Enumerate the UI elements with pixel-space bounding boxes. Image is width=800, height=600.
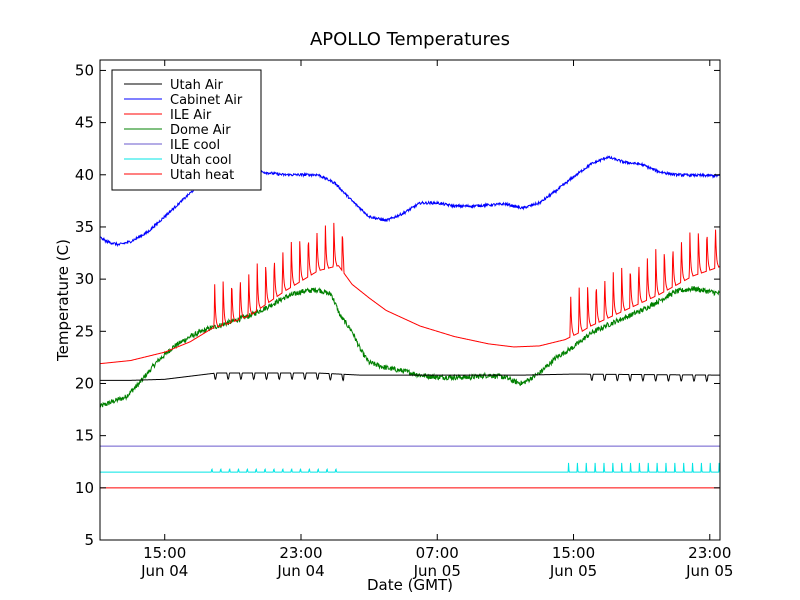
x-tick-label-time: 23:00	[688, 544, 731, 562]
y-tick-label: 20	[75, 374, 94, 392]
series-layer	[99, 155, 721, 489]
legend-label: ILE Air	[170, 108, 212, 123]
y-tick-label: 35	[75, 218, 94, 236]
legend-label: Utah heat	[170, 168, 234, 183]
x-tick-label-date: Jun 05	[685, 562, 733, 580]
x-tick-label-date: Jun 04	[140, 562, 188, 580]
legend-box	[111, 69, 262, 191]
x-tick-label-date: Jun 05	[549, 562, 597, 580]
series-line-ile-air	[99, 222, 721, 365]
legend-label: ILE cool	[170, 138, 220, 153]
y-tick-label: 5	[84, 531, 94, 549]
legend-label: Cabinet Air	[170, 93, 243, 108]
y-tick-label: 10	[75, 479, 94, 497]
x-tick-label-time: 23:00	[279, 544, 322, 562]
chart-title: APOLLO Temperatures	[310, 29, 510, 50]
x-tick-label-time: 15:00	[143, 544, 186, 562]
legend-label: Utah cool	[170, 153, 232, 168]
legend-label: Utah Air	[170, 78, 223, 93]
y-axis: 5 10 15 20 25 30 35 40 45 50	[75, 61, 720, 549]
y-axis-label: Temperature (C)	[54, 239, 72, 362]
legend-label: Dome Air	[170, 123, 231, 138]
series-line-utah-air	[100, 372, 720, 383]
y-tick-label: 25	[75, 322, 94, 340]
y-tick-label: 45	[75, 114, 94, 132]
x-tick-label-time: 15:00	[552, 544, 595, 562]
y-tick-label: 30	[75, 270, 94, 288]
y-tick-label: 50	[75, 61, 94, 79]
y-tick-label: 15	[75, 427, 94, 445]
x-tick-label-date: Jun 05	[413, 562, 461, 580]
series-line-utah-cool	[100, 462, 721, 473]
x-axis-label: Date (GMT)	[367, 576, 453, 594]
plot-frame	[99, 59, 721, 541]
x-tick-label-time: 07:00	[416, 544, 459, 562]
x-tick-label-date: Jun 04	[276, 562, 324, 580]
y-tick-label: 40	[75, 166, 94, 184]
